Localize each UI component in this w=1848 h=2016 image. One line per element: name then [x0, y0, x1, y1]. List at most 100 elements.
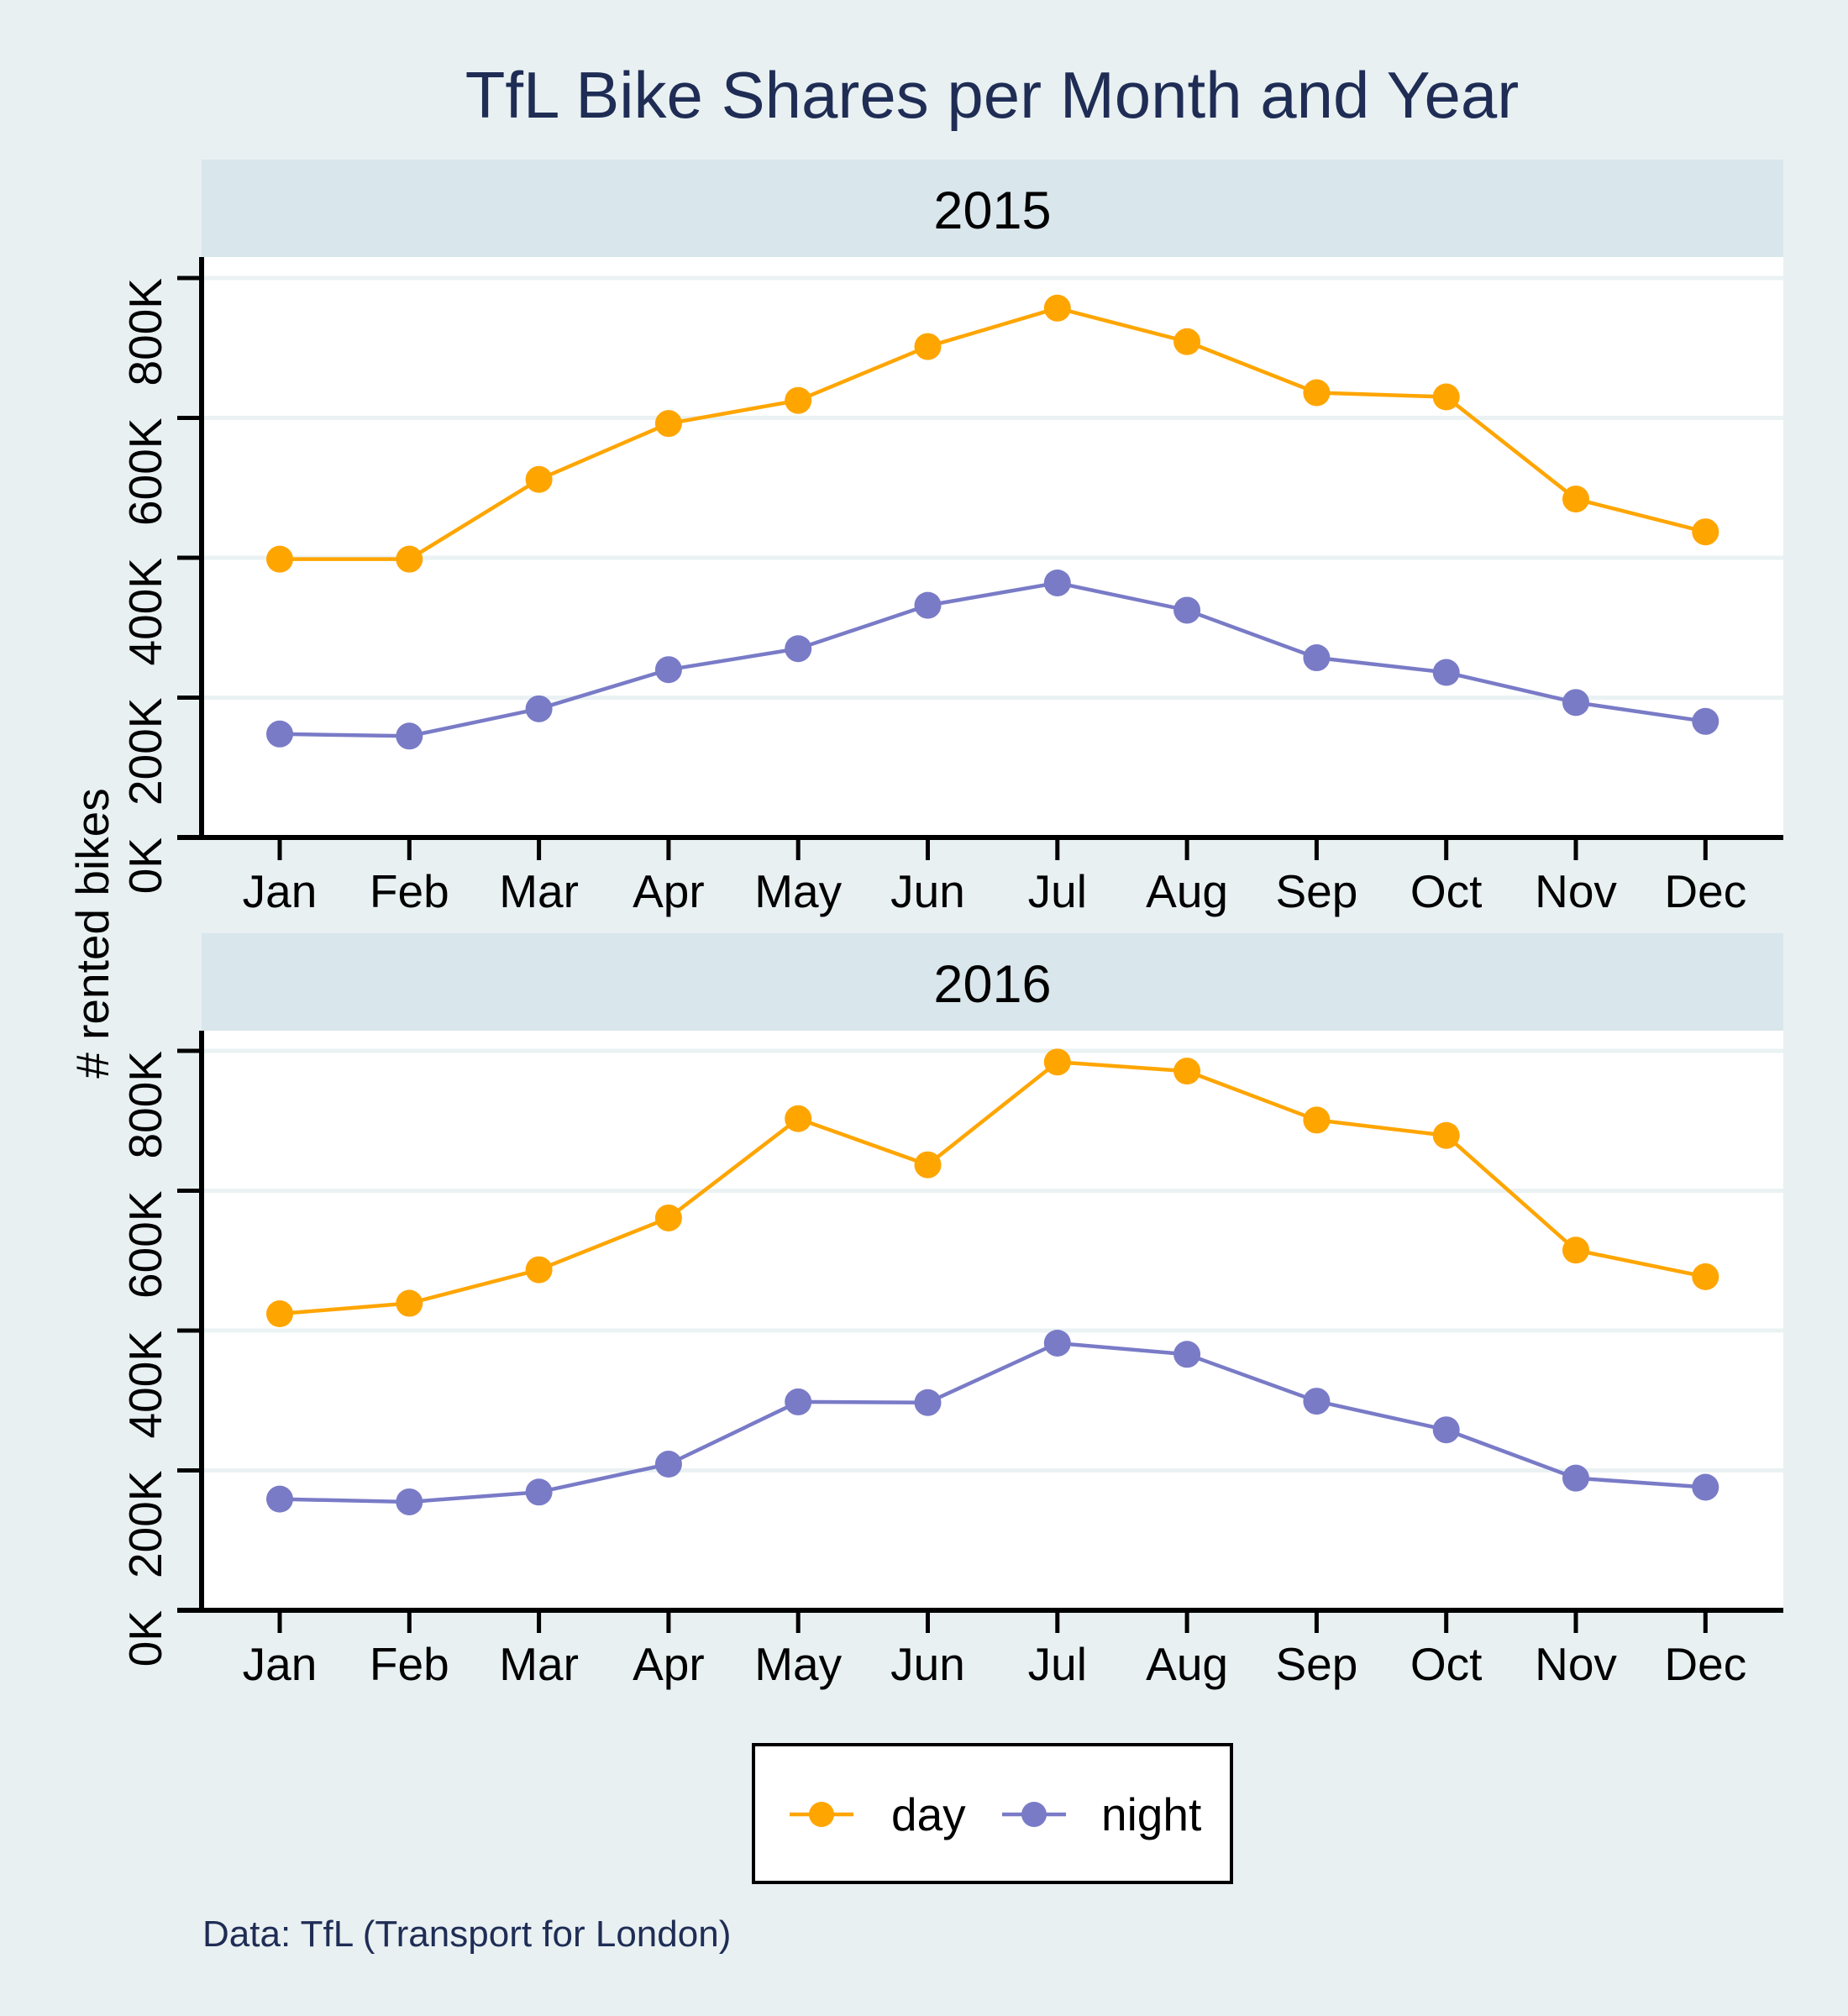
- legend-item-night: night: [1002, 1788, 1201, 1840]
- data-point-day: [1432, 383, 1460, 411]
- legend-marker-day: [809, 1802, 834, 1827]
- data-point-day: [1303, 1106, 1331, 1134]
- y-tick-label: 600K: [119, 417, 171, 526]
- x-tick-label: Aug: [1146, 865, 1228, 917]
- plot-area: [202, 1031, 1783, 1610]
- data-point-night: [266, 720, 293, 748]
- panel-2016: 2016 0K 200K 400K 600K 800K Jan Feb Mar Apr May Jun…: [119, 933, 1783, 1690]
- data-point-night: [1692, 1473, 1719, 1501]
- series-line-night: [279, 1341, 1706, 1504]
- data-point-night: [1173, 596, 1201, 624]
- data-point-night: [1303, 644, 1331, 672]
- data-point-day: [785, 386, 812, 414]
- x-tick-label: Oct: [1410, 865, 1483, 917]
- y-tick-label: 400K: [119, 1331, 171, 1439]
- x-tick-label: Apr: [633, 865, 705, 917]
- x-tick-label: Aug: [1146, 1638, 1228, 1690]
- data-point-day: [525, 1256, 553, 1284]
- x-tick-label: Mar: [499, 1638, 579, 1690]
- panels: 2015 0K 200K 400K 600K 800K Jan Feb Mar Apr May Jun…: [119, 160, 1783, 1690]
- data-point-day: [1043, 1048, 1071, 1076]
- data-point-day: [396, 1289, 423, 1317]
- x-tick-label: Nov: [1535, 865, 1617, 917]
- data-point-day: [1173, 328, 1201, 355]
- y-tick-label: 800K: [119, 278, 171, 386]
- data-point-day: [1692, 1263, 1719, 1290]
- data-point-night: [525, 695, 553, 722]
- data-point-day: [1562, 486, 1589, 513]
- data-point-night: [1173, 1341, 1201, 1368]
- facet-strip-label: 2016: [933, 955, 1051, 1014]
- chart-title: TfL Bike Shares per Month and Year: [465, 58, 1520, 132]
- legend-label-day: day: [891, 1788, 966, 1840]
- data-point-night: [1432, 1416, 1460, 1444]
- series-line-day: [279, 1060, 1706, 1316]
- series-line-night: [279, 580, 1706, 738]
- series-day: [266, 294, 1719, 573]
- x-tick-label: Jun: [890, 865, 965, 917]
- x-tick-label: Dec: [1664, 865, 1746, 917]
- data-point-night: [1043, 569, 1071, 596]
- y-tick-label: 200K: [119, 697, 171, 806]
- data-point-night: [396, 1488, 423, 1515]
- data-point-day: [1303, 379, 1331, 407]
- x-tick-label: Dec: [1664, 1638, 1746, 1690]
- x-tick-label: Jan: [243, 1638, 318, 1690]
- data-point-day: [914, 333, 942, 360]
- data-point-day: [1432, 1121, 1460, 1149]
- data-point-day: [266, 1300, 293, 1328]
- data-point-day: [654, 410, 682, 438]
- data-point-day: [1562, 1236, 1589, 1264]
- x-tick-label: Apr: [633, 1638, 705, 1690]
- data-point-night: [914, 591, 942, 619]
- y-tick-label: 600K: [119, 1190, 171, 1299]
- panel-2015: 2015 0K 200K 400K 600K 800K Jan Feb Mar Apr May Jun…: [119, 160, 1783, 917]
- data-point-night: [654, 656, 682, 684]
- x-tick-label: May: [754, 1638, 842, 1690]
- data-point-night: [266, 1485, 293, 1513]
- data-point-night: [1692, 707, 1719, 735]
- y-tick-label: 0K: [119, 837, 171, 895]
- x-tick-label: Sep: [1275, 1638, 1357, 1690]
- x-tick-label: Jul: [1028, 865, 1087, 917]
- y-tick-label: 400K: [119, 558, 171, 666]
- x-tick-label: May: [754, 865, 842, 917]
- data-point-night: [1432, 659, 1460, 686]
- x-tick-label: Sep: [1275, 865, 1357, 917]
- x-tick-label: Mar: [499, 865, 579, 917]
- x-tick-label: Feb: [370, 865, 449, 917]
- series-day: [266, 1048, 1719, 1328]
- facet-strip: [202, 160, 1783, 257]
- x-tick-label: Nov: [1535, 1638, 1617, 1690]
- data-point-day: [785, 1105, 812, 1132]
- x-tick-label: Feb: [370, 1638, 449, 1690]
- data-point-day: [1173, 1058, 1201, 1085]
- data-point-night: [785, 635, 812, 663]
- data-point-night: [396, 722, 423, 750]
- y-tick-label: 200K: [119, 1470, 171, 1578]
- data-point-night: [1562, 689, 1589, 717]
- data-point-day: [1043, 294, 1071, 322]
- plot-area: [202, 257, 1783, 837]
- series-line-day: [280, 306, 1706, 561]
- x-tick-label: Jun: [890, 1638, 965, 1690]
- chart-caption: Data: TfL (Transport for London): [202, 1914, 731, 1955]
- data-point-day: [914, 1151, 942, 1179]
- facet-strip: [202, 933, 1783, 1031]
- data-point-night: [785, 1388, 812, 1415]
- facet-strip-label: 2015: [933, 181, 1051, 240]
- data-point-day: [266, 545, 293, 573]
- data-point-night: [1303, 1388, 1331, 1415]
- x-tick-label: Jul: [1028, 1638, 1087, 1690]
- data-point-night: [1562, 1464, 1589, 1492]
- y-tick-label: 0K: [119, 1610, 171, 1667]
- x-tick-label: Jan: [243, 865, 318, 917]
- x-tick-label: Oct: [1410, 1638, 1483, 1690]
- data-point-night: [914, 1389, 942, 1416]
- data-point-day: [525, 465, 553, 493]
- y-tick-label: 800K: [119, 1051, 171, 1159]
- data-point-day: [654, 1204, 682, 1231]
- data-point-night: [654, 1451, 682, 1478]
- series-night: [266, 569, 1719, 750]
- data-point-day: [396, 545, 423, 573]
